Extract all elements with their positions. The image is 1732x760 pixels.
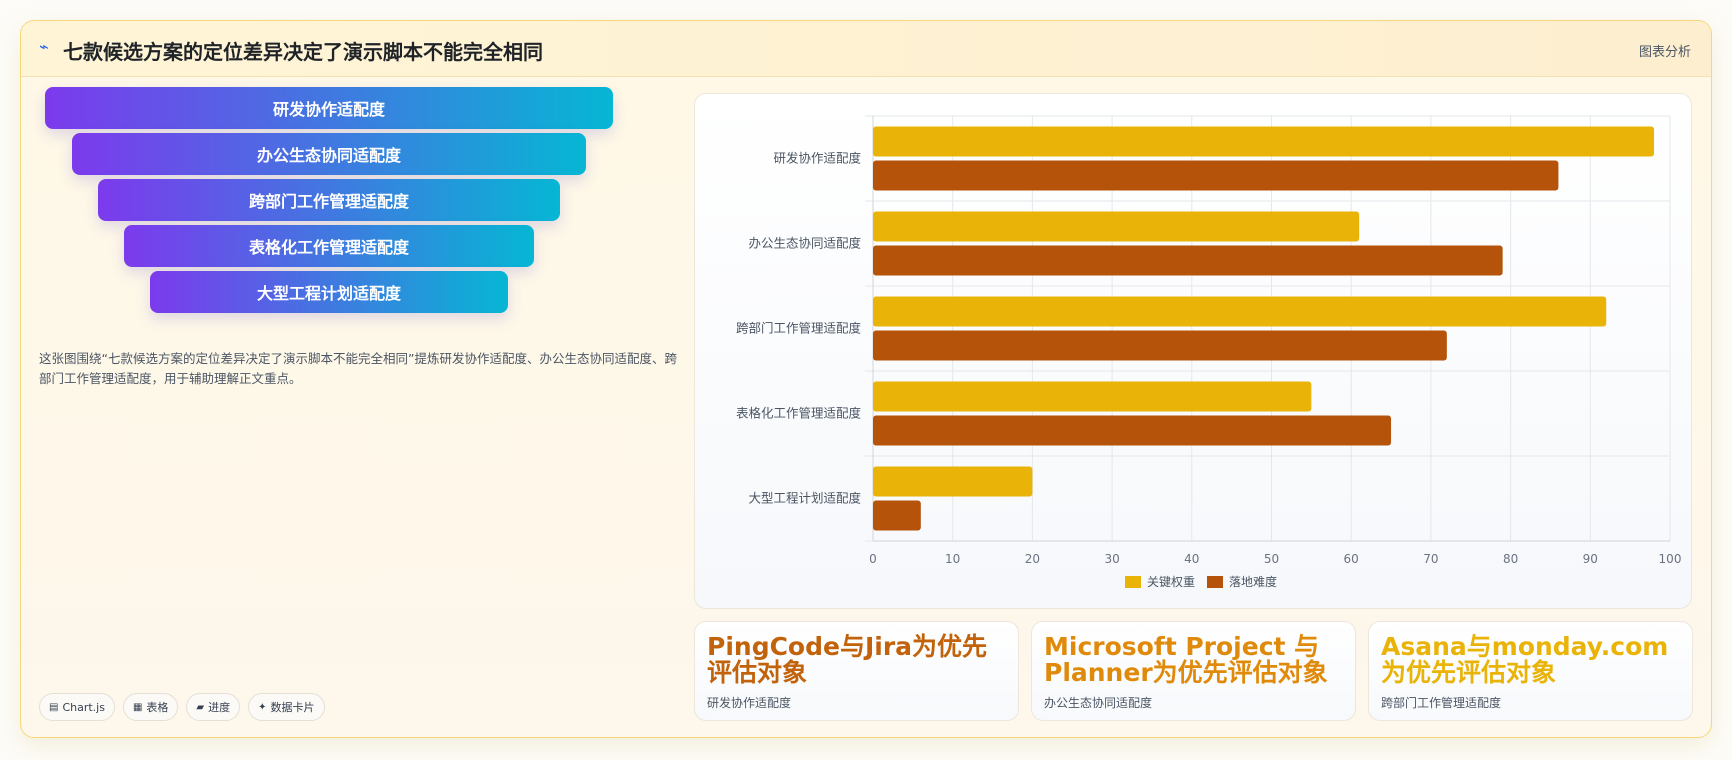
stat-label: 研发协作适配度 xyxy=(707,696,792,710)
chip-table[interactable]: ▦ 表格 xyxy=(122,693,179,721)
y-tick-label: 办公生态协同适配度 xyxy=(748,236,861,251)
y-tick-label: 表格化工作管理适配度 xyxy=(736,406,862,421)
x-tick-label: 70 xyxy=(1423,552,1438,566)
chip-progress[interactable]: ▰ 进度 xyxy=(186,693,241,721)
stat-value: Microsoft Project 与 Planner为优先评估对象 xyxy=(1044,632,1328,687)
stat-card-2: Microsoft Project 与 Planner为优先评估对象 办公生态协… xyxy=(1031,621,1356,721)
bar-difficulty xyxy=(873,245,1503,276)
bar-difficulty xyxy=(873,415,1392,446)
legend-label: 落地难度 xyxy=(1229,574,1277,589)
funnel-item-5: 大型工程计划适配度 xyxy=(150,271,508,313)
bar-difficulty xyxy=(873,330,1447,361)
sparkle-icon: ✦ xyxy=(258,701,267,713)
x-tick-label: 40 xyxy=(1184,552,1199,566)
legend-swatch xyxy=(1125,576,1141,588)
table-icon: ▦ xyxy=(132,701,143,713)
page-title: 七款候选方案的定位差异决定了演示脚本不能完全相同 xyxy=(63,40,543,64)
stat-value: Asana与monday.com为优先评估对象 xyxy=(1381,632,1669,687)
bar-key-weight xyxy=(873,211,1360,242)
x-tick-label: 50 xyxy=(1264,552,1279,566)
chart-description: 这张图围绕“七款候选方案的定位差异决定了演示脚本不能完全相同”提炼研发协作适配度… xyxy=(39,351,677,386)
chip-label: 表格 xyxy=(146,701,169,714)
y-tick-label: 跨部门工作管理适配度 xyxy=(736,321,862,336)
x-tick-label: 10 xyxy=(945,552,960,566)
tech-chips: ▤ Chart.js ▦ 表格 ▰ 进度 ✦ 数据卡片 xyxy=(39,693,325,721)
chip-label: Chart.js xyxy=(62,700,105,714)
bar-key-weight xyxy=(873,381,1312,412)
stat-value: PingCode与Jira为优先评估对象 xyxy=(707,632,988,687)
legend-label: 关键权重 xyxy=(1147,575,1195,589)
bar-difficulty xyxy=(873,160,1559,191)
funnel-item-3: 跨部门工作管理适配度 xyxy=(98,179,560,221)
bar-key-weight xyxy=(873,296,1607,327)
bar-difficulty xyxy=(873,500,921,531)
x-tick-label: 90 xyxy=(1583,552,1598,566)
stat-label: 办公生态协同适配度 xyxy=(1044,696,1153,710)
chart-icon: ▤ xyxy=(49,701,59,713)
funnel-item-4: 表格化工作管理适配度 xyxy=(124,225,534,267)
main-card: ⌁ 七款候选方案的定位差异决定了演示脚本不能完全相同 图表分析 研发协作适配度 … xyxy=(20,20,1712,738)
x-tick-label: 0 xyxy=(869,552,877,566)
stat-label: 跨部门工作管理适配度 xyxy=(1381,696,1502,710)
pulse-icon: ⌁ xyxy=(39,37,49,56)
card-header: ⌁ 七款候选方案的定位差异决定了演示脚本不能完全相同 图表分析 xyxy=(21,21,1711,77)
chip-label: 数据卡片 xyxy=(270,701,315,714)
y-tick-label: 研发协作适配度 xyxy=(773,151,861,166)
funnel-item-1: 研发协作适配度 xyxy=(45,87,613,129)
chip-chartjs[interactable]: ▤ Chart.js xyxy=(39,693,115,721)
legend-swatch xyxy=(1207,576,1223,588)
bar-key-weight xyxy=(873,126,1655,157)
chip-label: 进度 xyxy=(208,701,231,714)
chart-analysis-tag: 图表分析 xyxy=(1638,45,1691,60)
y-tick-label: 大型工程计划适配度 xyxy=(748,491,861,506)
stat-card-1: PingCode与Jira为优先评估对象 研发协作适配度 xyxy=(694,621,1019,721)
chip-data-card[interactable]: ✦ 数据卡片 xyxy=(248,693,325,721)
x-tick-label: 20 xyxy=(1025,552,1040,566)
funnel-item-2: 办公生态协同适配度 xyxy=(72,133,586,175)
x-tick-label: 60 xyxy=(1344,552,1359,566)
bar-key-weight xyxy=(873,466,1033,497)
bar-chart: 0 10 20 30 40 50 60 70 80 90 100 研发协作适配度办公生态协同适配度跨部… xyxy=(736,115,1682,589)
chart-panel: 0 10 20 30 40 50 60 70 80 90 100 研发协作适配度办公生态协同适配度跨部… xyxy=(694,93,1692,609)
x-tick-label: 30 xyxy=(1104,552,1119,566)
progress-icon: ▰ xyxy=(196,701,205,713)
x-tick-label: 100 xyxy=(1659,552,1682,566)
stat-card-3: Asana与monday.com为优先评估对象 跨部门工作管理适配度 xyxy=(1368,621,1693,721)
x-tick-label: 80 xyxy=(1503,552,1518,566)
